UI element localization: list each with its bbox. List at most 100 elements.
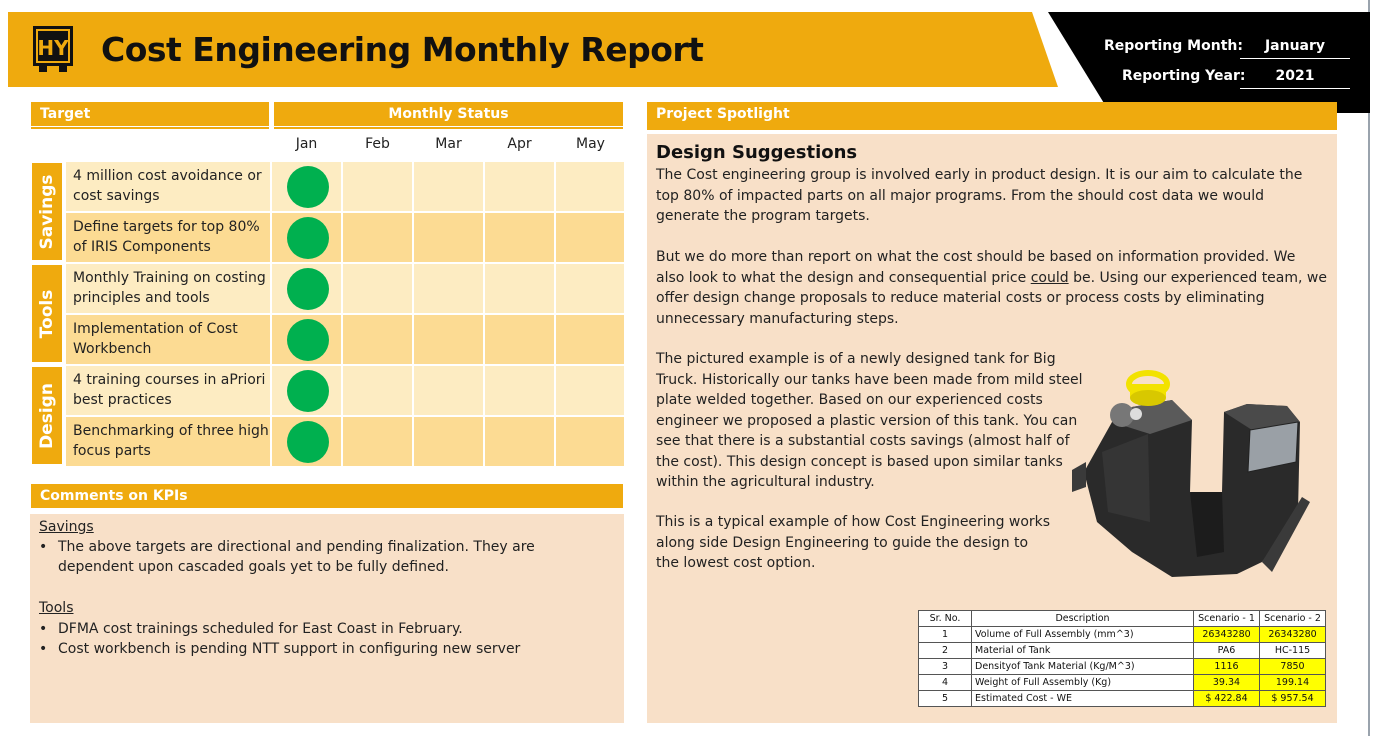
table-cell: 3 (918, 658, 972, 675)
reporting-year-label: Reporting Year: (1122, 68, 1246, 84)
table-cell: 7850 (1259, 658, 1326, 675)
comments-tools-title: Tools (39, 600, 74, 616)
spotlight-paragraph-2: But we do more than report on what the c… (656, 247, 1328, 329)
comment-bullet: • DFMA cost trainings scheduled for East … (39, 619, 609, 639)
target-header: Target (31, 102, 269, 126)
reporting-month-value: January (1240, 38, 1350, 59)
table-header-row: Sr. No. Description Scenario - 1 Scenari… (918, 610, 1326, 627)
month-apr: Apr (507, 136, 532, 152)
comment-bullet: • The above targets are directional and p… (39, 537, 609, 577)
comments-header: Comments on KPIs (31, 484, 623, 508)
cell-divider (341, 264, 343, 313)
report-title: Cost Engineering Monthly Report (101, 30, 704, 69)
kpi-row: Monthly Training on costing principles a… (66, 264, 624, 313)
comments-savings-title: Savings (39, 519, 94, 535)
target-underline (31, 127, 269, 129)
logo-text: HY (37, 36, 69, 60)
month-feb: Feb (365, 136, 390, 152)
kpi-target-text: 4 training courses in aPriori best pract… (73, 372, 266, 408)
kpi-row: Benchmarking of three high focus parts (66, 417, 624, 466)
spotlight-paragraph-3: The pictured example is of a newly desig… (656, 351, 1083, 490)
status-green-indicator (287, 217, 329, 259)
comments-panel (30, 514, 624, 723)
cell-divider (341, 366, 343, 415)
header-banner (8, 12, 1058, 87)
table-header-cell: Scenario - 2 (1259, 610, 1326, 627)
table-cell: 5 (918, 690, 972, 707)
cell-divider (483, 366, 485, 415)
group-tab-design: Design (32, 367, 62, 464)
company-logo: HY (33, 26, 73, 72)
status-green-indicator (287, 268, 329, 310)
cell-divider (341, 162, 343, 211)
monthly-status-header: Monthly Status (274, 102, 623, 126)
table-cell: Weight of Full Assembly (Kg) (971, 674, 1194, 691)
cell-divider (554, 162, 556, 211)
table-cell: 1116 (1193, 658, 1260, 675)
cell-divider (483, 162, 485, 211)
window-edge-divider (1368, 0, 1370, 736)
table-cell: 26343280 (1259, 626, 1326, 643)
cell-divider (270, 213, 272, 262)
reporting-year-value: 2021 (1240, 68, 1350, 89)
kpi-row: 4 million cost avoidance or cost savings (66, 162, 624, 211)
table-cell: Densityof Tank Material (Kg/M^3) (971, 658, 1194, 675)
status-underline (274, 127, 623, 129)
group-tab-tools: Tools (32, 265, 62, 362)
spotlight-paragraph-1: The Cost engineering group is involved e… (656, 167, 1303, 224)
p2-text-a: But we do more than report on what the c… (656, 249, 1296, 286)
cell-divider (483, 213, 485, 262)
cell-divider (483, 264, 485, 313)
spotlight-title: Design Suggestions (656, 142, 858, 163)
spotlight-header: Project Spotlight (647, 102, 1337, 126)
kpi-row: Implementation of Cost Workbench (66, 315, 624, 364)
table-cell: 39.34 (1193, 674, 1260, 691)
spotlight-paragraph-4: This is a typical example of how Cost En… (656, 514, 1051, 571)
p2-text-b: be. Using our experienced team, we offer… (656, 269, 1327, 327)
spotlight-underline (647, 126, 1337, 130)
cell-divider (341, 213, 343, 262)
group-label-savings: Savings (37, 173, 57, 250)
p2-underlined-word: could (1030, 269, 1069, 286)
comment-bullet: • Cost workbench is pending NTT support i… (39, 639, 609, 659)
cell-divider (483, 315, 485, 364)
cell-divider (483, 417, 485, 466)
table-cell: 4 (918, 674, 972, 691)
kpi-row: Define targets for top 80% of IRIS Compo… (66, 213, 624, 262)
table-cell: $ 422.84 (1193, 690, 1260, 707)
table-cell: 26343280 (1193, 626, 1260, 643)
table-row: 2 Material of Tank PA6 HC-115 (918, 642, 1326, 659)
cell-divider (270, 417, 272, 466)
scenario-table: Sr. No. Description Scenario - 1 Scenari… (918, 610, 1326, 707)
kpi-target-text: Benchmarking of three high focus parts (73, 423, 269, 459)
reporting-period-panel (1048, 12, 1370, 113)
cell-divider (412, 366, 414, 415)
table-header-cell: Scenario - 1 (1193, 610, 1260, 627)
plastic-tank-image (1072, 370, 1310, 577)
table-cell: Volume of Full Assembly (mm^3) (971, 626, 1194, 643)
comment-text: Cost workbench is pending NTT support in… (58, 641, 521, 657)
cell-divider (554, 315, 556, 364)
status-green-indicator (287, 319, 329, 361)
cell-divider (270, 315, 272, 364)
table-cell: 199.14 (1259, 674, 1326, 691)
kpi-target-text: 4 million cost avoidance or cost savings (73, 168, 262, 204)
table-header-cell: Sr. No. (918, 610, 972, 627)
table-cell: Material of Tank (971, 642, 1194, 659)
table-row: 1 Volume of Full Assembly (mm^3) 2634328… (918, 626, 1326, 643)
cell-divider (554, 213, 556, 262)
table-cell: PA6 (1193, 642, 1260, 659)
cell-divider (554, 417, 556, 466)
table-cell: Estimated Cost - WE (971, 690, 1194, 707)
comment-text: The above targets are directional and pe… (58, 539, 535, 575)
table-cell: 2 (918, 642, 972, 659)
table-row: 5 Estimated Cost - WE $ 422.84 $ 957.54 (918, 690, 1326, 707)
status-green-indicator (287, 166, 329, 208)
cell-divider (270, 366, 272, 415)
comment-text: DFMA cost trainings scheduled for East C… (58, 621, 463, 637)
cell-divider (341, 315, 343, 364)
cell-divider (412, 315, 414, 364)
cell-divider (341, 417, 343, 466)
kpi-target-text: Implementation of Cost Workbench (73, 321, 238, 357)
